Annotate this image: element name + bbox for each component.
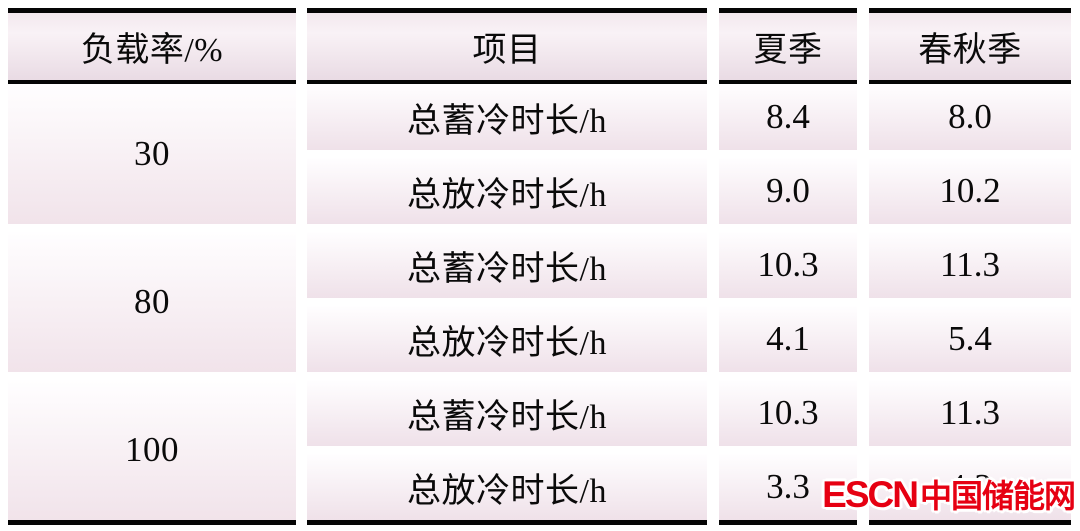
header-bottom-rule bbox=[869, 80, 1071, 84]
row-gap bbox=[8, 372, 296, 380]
table-top-rule bbox=[869, 8, 1071, 13]
row-gap bbox=[869, 446, 1071, 454]
row-gap bbox=[307, 298, 707, 306]
row-gap bbox=[719, 446, 857, 454]
spring-autumn-value: 10.2 bbox=[939, 171, 1001, 210]
item-label: 总放冷时长/h bbox=[407, 176, 607, 214]
escn-watermark-latin: ESCN bbox=[822, 474, 919, 515]
header-item: 项目 bbox=[307, 13, 707, 80]
spring-autumn-value-cell: 11.3 bbox=[869, 232, 1071, 298]
row-gap bbox=[869, 150, 1071, 158]
spring-autumn-value-cell: 8.0 bbox=[869, 84, 1071, 150]
table-top-rule bbox=[719, 8, 857, 13]
summer-value-cell: 4.1 bbox=[719, 306, 857, 372]
item-cell: 总蓄冷时长/h bbox=[307, 380, 707, 446]
spring-autumn-value: 8.0 bbox=[948, 97, 992, 136]
row-gap bbox=[719, 372, 857, 380]
header-bottom-rule bbox=[307, 80, 707, 84]
summer-value-cell: 8.4 bbox=[719, 84, 857, 150]
header-load-rate: 负载率/% bbox=[8, 13, 296, 80]
item-label: 总蓄冷时长/h bbox=[407, 102, 607, 140]
item-cell: 总放冷时长/h bbox=[307, 454, 707, 520]
load-cell-group1: 30 bbox=[8, 84, 296, 224]
item-cell: 总蓄冷时长/h bbox=[307, 232, 707, 298]
table-bottom-rule bbox=[307, 520, 707, 525]
row-gap bbox=[719, 298, 857, 306]
table-bottom-rule bbox=[719, 520, 857, 525]
summer-value: 3.3 bbox=[766, 467, 810, 506]
spring-autumn-value: 5.4 bbox=[948, 319, 992, 358]
summer-value: 4.1 bbox=[766, 319, 810, 358]
summer-value-cell: 10.3 bbox=[719, 380, 857, 446]
row-gap bbox=[869, 224, 1071, 232]
spring-autumn-value: 11.3 bbox=[940, 393, 1000, 432]
row-gap bbox=[719, 224, 857, 232]
spring-autumn-value-cell: 10.2 bbox=[869, 158, 1071, 224]
column-load-rate: 负载率/% 30 80 100 bbox=[8, 8, 296, 525]
header-summer: 夏季 bbox=[719, 13, 857, 80]
header-load-rate-label: 负载率/% bbox=[80, 32, 224, 69]
row-gap bbox=[307, 372, 707, 380]
table-top-rule bbox=[307, 8, 707, 13]
header-summer-label: 夏季 bbox=[753, 32, 823, 69]
column-spring-autumn: 春秋季 8.0 10.2 11.3 5.4 11.3 4.2 bbox=[869, 8, 1071, 525]
row-gap bbox=[719, 150, 857, 158]
row-gap bbox=[8, 224, 296, 232]
header-item-label: 项目 bbox=[472, 32, 542, 69]
escn-watermark: ESCN 中国储能网 bbox=[822, 471, 1076, 517]
table-bottom-rule bbox=[8, 520, 296, 525]
item-label: 总放冷时长/h bbox=[407, 472, 607, 510]
row-gap bbox=[307, 446, 707, 454]
table-bottom-rule bbox=[869, 520, 1071, 525]
item-cell: 总放冷时长/h bbox=[307, 306, 707, 372]
load-value: 100 bbox=[125, 430, 179, 469]
header-spring-autumn: 春秋季 bbox=[869, 13, 1071, 80]
summer-value: 8.4 bbox=[766, 97, 810, 136]
load-cell-group3: 100 bbox=[8, 380, 296, 520]
item-label: 总蓄冷时长/h bbox=[407, 398, 607, 436]
row-gap bbox=[307, 224, 707, 232]
row-gap bbox=[869, 298, 1071, 306]
summer-value-cell: 9.0 bbox=[719, 158, 857, 224]
spring-autumn-value-cell: 11.3 bbox=[869, 380, 1071, 446]
load-value: 80 bbox=[134, 282, 170, 321]
summer-value: 9.0 bbox=[766, 171, 810, 210]
spring-autumn-value: 11.3 bbox=[940, 245, 1000, 284]
column-item: 项目 总蓄冷时长/h 总放冷时长/h 总蓄冷时长/h 总放冷时长/h 总蓄冷时长… bbox=[307, 8, 707, 525]
header-bottom-rule bbox=[719, 80, 857, 84]
table-top-rule bbox=[8, 8, 296, 13]
header-spring-autumn-label: 春秋季 bbox=[918, 32, 1022, 69]
item-cell: 总蓄冷时长/h bbox=[307, 84, 707, 150]
spring-autumn-value-cell: 5.4 bbox=[869, 306, 1071, 372]
spring-autumn-value-cell: 4.2 bbox=[869, 454, 1071, 520]
summer-value-cell: 3.3 bbox=[719, 454, 857, 520]
row-gap bbox=[869, 372, 1071, 380]
summer-value-cell: 10.3 bbox=[719, 232, 857, 298]
item-label: 总蓄冷时长/h bbox=[407, 250, 607, 288]
header-bottom-rule bbox=[8, 80, 296, 84]
escn-watermark-cjk: 中国储能网 bbox=[919, 478, 1076, 514]
column-summer: 夏季 8.4 9.0 10.3 4.1 10.3 3.3 bbox=[719, 8, 857, 525]
load-value: 30 bbox=[134, 134, 170, 173]
spring-autumn-value: 4.2 bbox=[948, 467, 992, 506]
summer-value: 10.3 bbox=[757, 245, 819, 284]
load-cell-group2: 80 bbox=[8, 232, 296, 372]
row-gap bbox=[307, 150, 707, 158]
summer-value: 10.3 bbox=[757, 393, 819, 432]
item-cell: 总放冷时长/h bbox=[307, 158, 707, 224]
item-label: 总放冷时长/h bbox=[407, 324, 607, 362]
